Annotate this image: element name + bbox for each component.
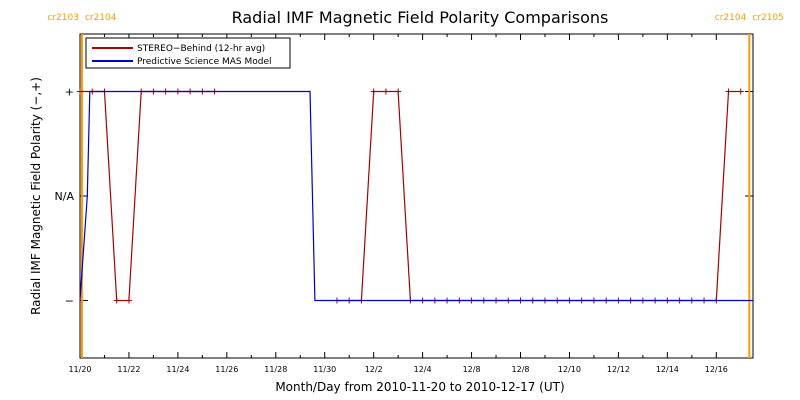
x-tick-label: 11/22	[117, 365, 140, 374]
series-layer	[77, 88, 753, 304]
series-stereo-point	[725, 88, 732, 95]
x-axis-label: Month/Day from 2010-11-20 to 2010-12-17 …	[275, 380, 564, 394]
x-tick-label: 12/4	[414, 365, 432, 374]
y-tick-label: N/A	[55, 190, 75, 203]
x-tick-label: 11/20	[68, 365, 91, 374]
x-tick-label: 12/8	[512, 365, 530, 374]
series-stereo-point	[382, 88, 389, 95]
plot-frame	[79, 33, 754, 359]
series-stereo-point	[370, 88, 377, 95]
x-tick-label: 11/26	[215, 365, 238, 374]
x-tick-label: 12/10	[558, 365, 581, 374]
x-tick-label: 12/16	[705, 365, 728, 374]
x-tick-label: 12/2	[365, 365, 383, 374]
chart-title: Radial IMF Magnetic Field Polarity Compa…	[232, 8, 609, 27]
carrington-label-after: cr2104	[85, 13, 117, 23]
y-tick-labels: − N/A +	[55, 85, 75, 307]
series-stereo-point	[113, 297, 120, 304]
carrington-rotation-markers: cr2103 cr2104 cr2104 cr2105	[47, 13, 784, 358]
carrington-label-after: cr2105	[752, 13, 784, 23]
carrington-label-before: cr2104	[715, 13, 747, 23]
series-stereo-point	[77, 88, 83, 95]
y-tick-label: +	[65, 85, 74, 98]
y-tick-label: −	[65, 295, 74, 308]
legend-label-mas: Predictive Science MAS Model	[137, 57, 272, 67]
series-mas-line	[79, 90, 753, 302]
x-tick-label: 11/30	[313, 365, 336, 374]
carrington-label-before: cr2103	[47, 13, 79, 23]
x-tick-label: 12/14	[656, 365, 679, 374]
x-tick-label: 12/12	[607, 365, 630, 374]
legend-box	[85, 37, 291, 69]
y-axis-label: Radial IMF Magnetic Field Polarity (−,+)	[29, 77, 43, 315]
x-tick-label: 12/8	[463, 365, 481, 374]
x-tick-labels: 11/20 11/22 11/24 11/26 11/28 11/30 12/2 12/4 12…	[68, 365, 727, 374]
series-stereo-point	[125, 297, 132, 304]
series-stereo-point	[737, 88, 744, 95]
legend: STEREO−Behind (12-hr avg) Predictive Sci…	[85, 37, 291, 69]
series-stereo-line	[80, 90, 741, 302]
x-tick-label: 11/28	[264, 365, 287, 374]
x-tick-label: 11/24	[166, 365, 189, 374]
legend-label-stereo: STEREO−Behind (12-hr avg)	[137, 44, 265, 54]
axis-ticks	[79, 34, 753, 358]
series-stereo-point	[395, 88, 402, 95]
